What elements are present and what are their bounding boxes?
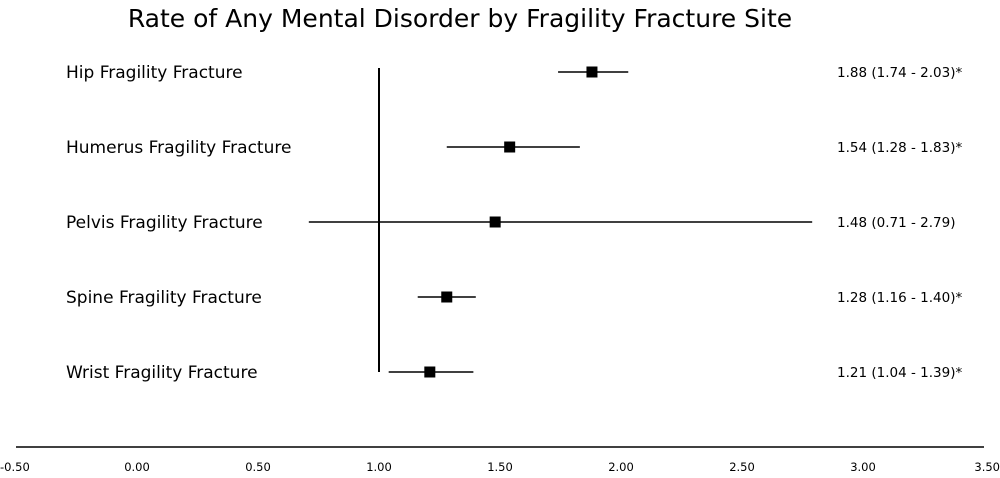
row-annotation: 1.54 (1.28 - 1.83)* [837, 140, 962, 156]
row-label: Spine Fragility Fracture [66, 288, 262, 308]
x-tick-label: 3.00 [850, 460, 876, 474]
x-tick-label: 3.50 [974, 460, 1000, 474]
estimate-marker [489, 216, 501, 228]
row-annotation: 1.48 (0.71 - 2.79) [837, 215, 955, 231]
x-tick-label: -0.50 [0, 460, 30, 474]
row-annotation: 1.88 (1.74 - 2.03)* [837, 65, 962, 81]
x-tick-label: 2.50 [729, 460, 755, 474]
x-tick-label: 1.00 [366, 460, 392, 474]
plot-area: Hip Fragility Fracture 1.88 (1.74 - 2.03)… [66, 63, 962, 383]
chart-title: Rate of Any Mental Disorder by Fragility… [128, 4, 792, 33]
estimate-marker [441, 291, 453, 303]
estimate-marker [424, 366, 436, 378]
x-tick-label: 0.50 [245, 460, 271, 474]
x-tick-label: 2.00 [608, 460, 634, 474]
x-axis: -0.50 0.00 0.50 1.00 1.50 2.00 2.50 3.00 3.50 [0, 446, 1000, 474]
row-annotation: 1.21 (1.04 - 1.39)* [837, 365, 962, 381]
row-label: Pelvis Fragility Fracture [66, 213, 263, 233]
estimate-marker [586, 66, 598, 78]
x-tick-label: 1.50 [487, 460, 513, 474]
estimate-marker [504, 141, 516, 153]
row-label: Wrist Fragility Fracture [66, 363, 258, 383]
x-tick-label: 0.00 [124, 460, 150, 474]
row-label: Humerus Fragility Fracture [66, 138, 291, 158]
row-annotation: 1.28 (1.16 - 1.40)* [837, 290, 962, 306]
row-label: Hip Fragility Fracture [66, 63, 243, 83]
